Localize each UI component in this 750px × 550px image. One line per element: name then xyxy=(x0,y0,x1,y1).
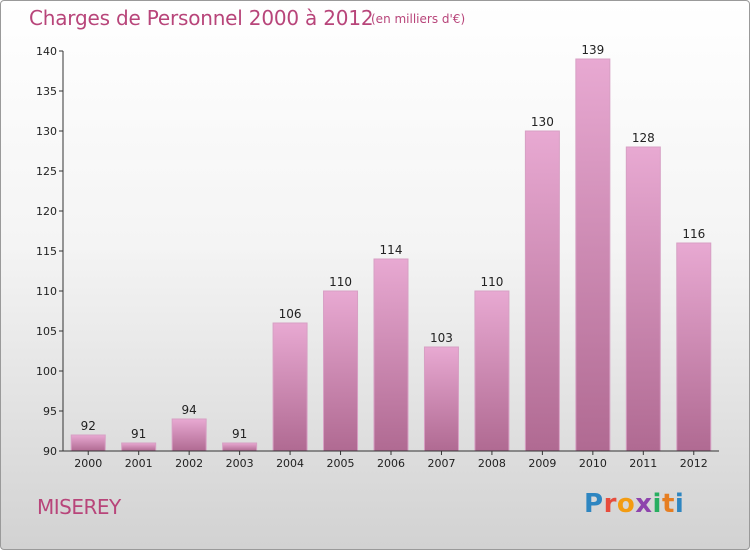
x-tick-label-2003: 2003 xyxy=(226,457,254,470)
y-tick-label-135: 135 xyxy=(36,85,57,98)
chart-title: Charges de Personnel 2000 à 2012 xyxy=(29,6,374,30)
x-tick-label-2009: 2009 xyxy=(528,457,556,470)
bar-2008 xyxy=(474,290,510,452)
x-tick-label-2005: 2005 xyxy=(327,457,355,470)
x-tick-label-2007: 2007 xyxy=(427,457,455,470)
value-label-2009: 130 xyxy=(531,115,554,129)
bar-2011 xyxy=(625,146,661,452)
bar-2003 xyxy=(222,442,258,452)
value-label-2010: 139 xyxy=(581,43,604,57)
logo-letter: o xyxy=(616,489,636,519)
value-label-2000: 92 xyxy=(81,419,96,433)
logo-letter: i xyxy=(674,489,685,519)
logo-letter: i xyxy=(652,489,662,519)
place-name: MISEREY xyxy=(37,495,121,519)
value-label-2011: 128 xyxy=(632,131,655,145)
y-tick-label-95: 95 xyxy=(43,405,57,418)
y-tick-label-90: 90 xyxy=(43,445,57,458)
value-label-2002: 94 xyxy=(182,403,197,417)
x-tick-label-2010: 2010 xyxy=(579,457,607,470)
value-label-2008: 110 xyxy=(480,275,503,289)
bar-2007 xyxy=(423,346,459,452)
value-label-2005: 110 xyxy=(329,275,352,289)
bar-2006 xyxy=(373,258,409,452)
y-tick-label-125: 125 xyxy=(36,165,57,178)
proxiti-logo[interactable]: Proxiti xyxy=(584,489,684,519)
logo-letter: r xyxy=(603,489,617,519)
bar-2010 xyxy=(575,58,611,452)
x-tick-label-2001: 2001 xyxy=(125,457,153,470)
y-tick-label-130: 130 xyxy=(36,125,57,138)
x-tick-label-2011: 2011 xyxy=(629,457,657,470)
logo-letter: t xyxy=(661,489,675,519)
x-tick-label-2008: 2008 xyxy=(478,457,506,470)
value-label-2001: 91 xyxy=(131,427,146,441)
value-label-2003: 91 xyxy=(232,427,247,441)
y-tick-label-105: 105 xyxy=(36,325,57,338)
bar-2004 xyxy=(272,322,308,452)
bar-2005 xyxy=(323,290,359,452)
bar-2002 xyxy=(171,418,207,452)
y-tick-label-140: 140 xyxy=(36,45,57,58)
logo-letter: x xyxy=(635,489,653,519)
x-tick-label-2002: 2002 xyxy=(175,457,203,470)
value-label-2006: 114 xyxy=(380,243,403,257)
x-tick-label-2012: 2012 xyxy=(680,457,708,470)
value-label-2004: 106 xyxy=(279,307,302,321)
logo-letter: P xyxy=(584,489,604,519)
value-label-2007: 103 xyxy=(430,331,453,345)
y-tick-label-115: 115 xyxy=(36,245,57,258)
bar-2009 xyxy=(524,130,560,452)
y-tick-label-110: 110 xyxy=(36,285,57,298)
x-tick-label-2006: 2006 xyxy=(377,457,405,470)
chart-subtitle: (en milliers d'€) xyxy=(371,12,466,26)
value-label-2012: 116 xyxy=(682,227,705,241)
x-tick-label-2004: 2004 xyxy=(276,457,304,470)
bar-2000 xyxy=(70,434,106,452)
x-tick-label-2000: 2000 xyxy=(74,457,102,470)
bar-2012 xyxy=(676,242,712,452)
y-tick-label-120: 120 xyxy=(36,205,57,218)
y-tick-label-100: 100 xyxy=(36,365,57,378)
bar-2001 xyxy=(121,442,157,452)
